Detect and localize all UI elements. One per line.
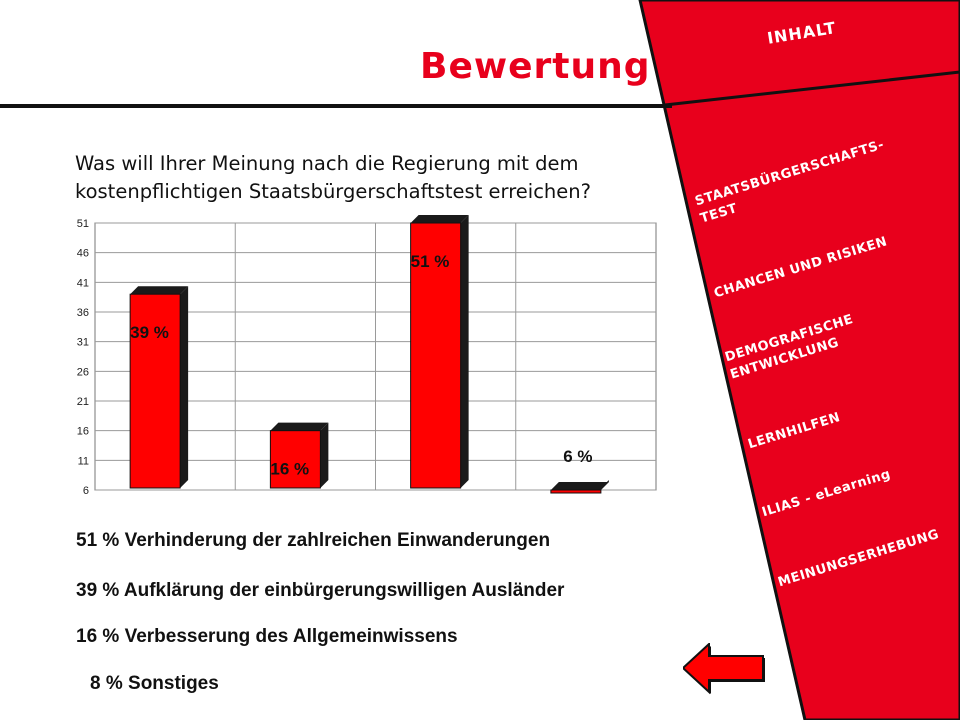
bar-top: [130, 286, 189, 295]
legend-item: 8 % Sonstiges: [90, 673, 219, 694]
page-title: Bewertung: [420, 46, 651, 87]
left-arrow-icon: [683, 643, 765, 695]
data-label: 6 %: [563, 447, 592, 466]
y-tick-label: 16: [77, 426, 89, 438]
survey-question: Was will Ihrer Meinung nach die Regierun…: [75, 150, 675, 206]
data-label: 51 %: [411, 252, 450, 271]
bar-top: [270, 422, 329, 431]
bar-top: [410, 215, 469, 223]
bar-top: [550, 482, 609, 490]
y-tick-label: 36: [77, 307, 89, 319]
bar: [269, 430, 321, 489]
data-label: 16 %: [270, 460, 309, 479]
y-tick-label: 51: [77, 218, 89, 230]
bar-side: [320, 422, 329, 488]
y-tick-label: 41: [77, 277, 89, 289]
legend-item: 16 % Verbesserung des Allgemeinwissens: [76, 626, 458, 647]
y-tick-label: 26: [77, 366, 89, 378]
bar-side: [460, 215, 469, 488]
title-divider: [0, 104, 672, 108]
bar: [410, 222, 462, 489]
bar: [129, 293, 181, 489]
back-button[interactable]: [683, 643, 769, 697]
bar-chart: 6 11 16 21 26 31 36 41 46 51 39 % 16 % 51 % 6 %: [77, 215, 657, 497]
legend-item: 39 % Aufklärung der einbürgerungswillige…: [76, 580, 565, 601]
y-tick-label: 31: [77, 337, 89, 349]
data-label: 39 %: [130, 323, 169, 342]
y-tick-label: 21: [77, 396, 89, 408]
y-tick-label: 46: [77, 248, 89, 260]
y-tick-label: 11: [78, 455, 89, 467]
bar: [550, 489, 602, 494]
legend-item: 51 % Verhinderung der zahlreichen Einwan…: [76, 530, 551, 551]
y-tick-label: 6: [83, 485, 89, 497]
question-line: kostenpflichtigen Staatsbürgerschaftstes…: [75, 180, 591, 203]
question-line: Was will Ihrer Meinung nach die Regierun…: [75, 152, 579, 175]
bar-side: [180, 286, 189, 488]
